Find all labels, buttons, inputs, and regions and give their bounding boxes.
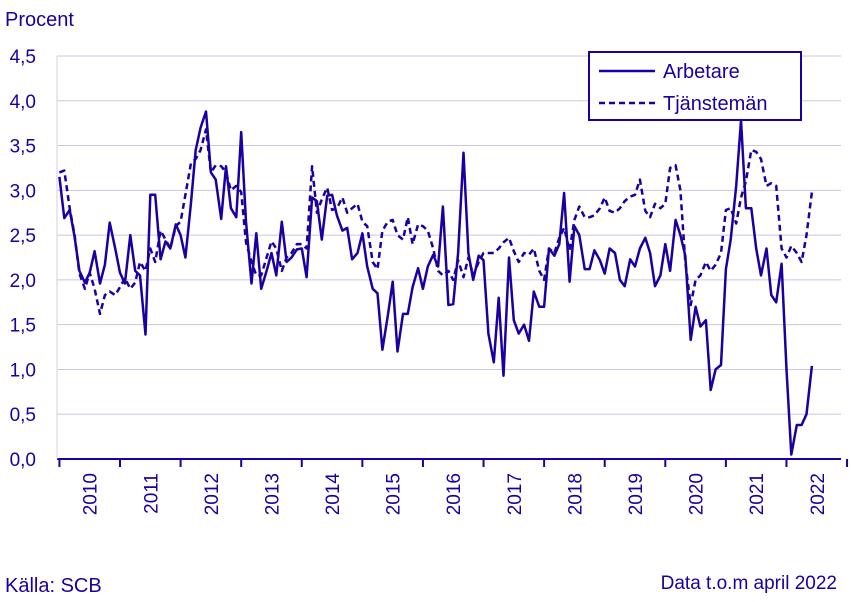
x-tick-label: 2020: [687, 473, 708, 515]
y-tick-label: 0,0: [10, 450, 36, 471]
y-axis-ticks: 0,0 0,5 1,0 1,5 2,0 2,5 3,0 3,5 4,0 4,5: [10, 47, 36, 471]
legend: Arbetare Tjänstemän: [588, 51, 802, 121]
x-tick-label: 2013: [262, 473, 283, 515]
x-tick-label: 2018: [565, 473, 586, 515]
y-tick-label: 1,5: [10, 316, 36, 337]
y-tick-label: 3,0: [10, 181, 36, 202]
y-tick-label: 3,5: [10, 137, 36, 158]
series-lines: [58, 110, 814, 456]
x-tick-label: 2011: [141, 473, 162, 514]
x-tick-label: 2022: [808, 473, 829, 515]
x-axis: [56, 56, 849, 467]
y-axis-title: Procent: [5, 9, 74, 31]
x-tick-label: 2010: [81, 473, 102, 515]
y-tick-label: 1,0: [10, 360, 36, 381]
x-tick-label: 2021: [747, 473, 768, 515]
series-line-arbetare: [58, 110, 814, 456]
x-tick-label: 2017: [505, 473, 526, 515]
y-tick-label: 4,5: [10, 47, 36, 68]
x-axis-ticks: 2010 2011 2012 2013 2014 2015 2016 2017 2018 2019…: [81, 473, 829, 516]
y-tick-label: 4,0: [10, 92, 36, 113]
data-range-note: Data t.o.m april 2022: [661, 573, 837, 594]
x-tick-label: 2016: [444, 473, 465, 515]
x-tick-label: 2019: [626, 473, 647, 515]
x-tick-label: 2012: [202, 473, 223, 515]
source-note: Källa: SCB: [5, 575, 102, 597]
y-tick-label: 0,5: [10, 405, 36, 426]
legend-label-arbetare: Arbetare: [663, 61, 740, 83]
y-tick-label: 2,5: [10, 226, 36, 247]
y-tick-label: 2,0: [10, 271, 36, 292]
x-tick-label: 2014: [323, 473, 344, 516]
legend-box: [588, 51, 802, 121]
legend-label-tjansteman: Tjänstemän: [663, 93, 768, 115]
x-tick-label: 2015: [384, 473, 405, 515]
series-line-tjansteman: [58, 128, 814, 316]
